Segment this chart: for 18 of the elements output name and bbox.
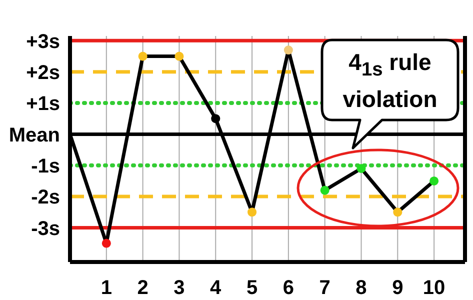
annotation: 4$_{1s}$ rule violation <box>342 48 438 114</box>
x-tick-label: 4 <box>210 277 222 300</box>
x-tick-label: 8 <box>356 277 367 300</box>
y-tick-label: -2s <box>31 186 60 209</box>
y-tick-label: +2s <box>26 62 60 84</box>
x-tick-label: 7 <box>319 277 330 300</box>
x-tick-label: 3 <box>174 277 185 300</box>
x-tick-label: 2 <box>137 277 148 300</box>
x-tick-label: 10 <box>422 277 446 300</box>
y-tick-label: -3s <box>31 218 60 240</box>
x-tick-label: 6 <box>282 277 294 300</box>
y-tick-label: Mean <box>8 124 60 146</box>
x-tick-label: 5 <box>246 277 258 300</box>
y-tick-label: +3s <box>26 30 60 53</box>
x-tick-label: 9 <box>392 277 404 300</box>
x-tick-label: 1 <box>100 277 112 300</box>
y-tick-label: -1s <box>31 155 60 178</box>
y-tick-label: +1s <box>26 93 60 116</box>
